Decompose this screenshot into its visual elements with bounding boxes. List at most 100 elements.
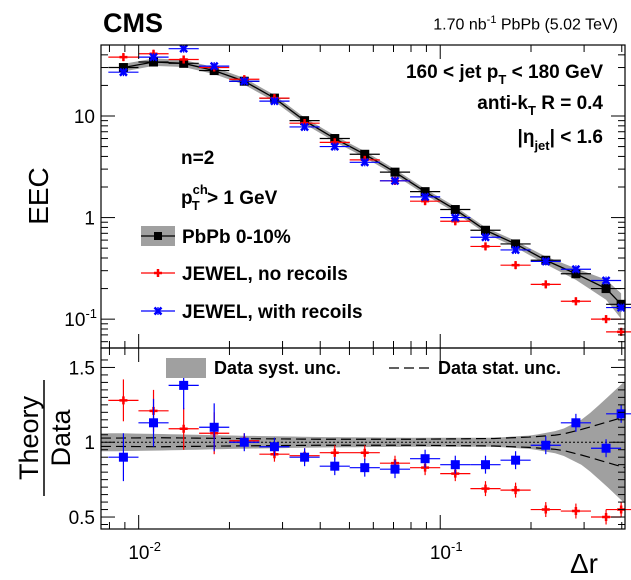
ratio-point-jewel-no-recoils-0 xyxy=(119,396,128,405)
top-plot-frame xyxy=(100,44,626,349)
top-point-pbpb-9 xyxy=(390,167,400,177)
bottom-bands xyxy=(101,380,625,504)
legend-no-recoils-marker xyxy=(154,269,162,277)
top-point-pbpb-11 xyxy=(450,205,460,215)
ratio-point-jewel-with-recoils-12 xyxy=(480,460,490,470)
top-point-jewel-with-recoils-4 xyxy=(239,76,249,86)
legend-with-recoils-label: JEWEL, with recoils xyxy=(182,302,363,323)
ratio-point-jewel-with-recoils-0 xyxy=(118,452,128,462)
legend-with-recoils-marker xyxy=(153,306,163,316)
ratio-y-title-denominator: Data xyxy=(46,409,76,467)
top-point-jewel-no-recoils-0 xyxy=(119,53,128,62)
stat-uncertainty-upper xyxy=(101,416,625,440)
y-tick-label-10: 10 xyxy=(74,107,95,128)
ratio-tick-label-1: 1 xyxy=(84,433,95,454)
ratio-point-jewel-no-recoils-15 xyxy=(571,507,580,516)
y-tick-label-1: 1 xyxy=(84,209,95,230)
top-point-jewel-with-recoils-12 xyxy=(481,232,490,242)
top-point-jewel-with-recoils-15 xyxy=(571,264,581,274)
top-point-pbpb-1 xyxy=(149,57,159,67)
top-y-tick-labels: 10-1 1 10 xyxy=(64,107,97,331)
top-point-jewel-no-recoils-15 xyxy=(571,297,580,306)
top-point-pbpb-15 xyxy=(571,269,581,279)
ratio-y-title-numerator: Theory xyxy=(14,395,44,480)
ratio-point-jewel-with-recoils-17 xyxy=(616,409,626,419)
ratio-point-jewel-no-recoils-8 xyxy=(360,448,369,457)
ratio-point-jewel-with-recoils-1 xyxy=(149,418,159,428)
top-data-band-group xyxy=(123,58,622,319)
lumi-prefix: 1.70 nb xyxy=(433,16,487,34)
x-axis-title: Δr xyxy=(570,548,598,579)
data-line xyxy=(123,61,622,305)
y-tick-label-0.1: 10-1 xyxy=(64,306,97,331)
ratio-point-jewel-no-recoils-2 xyxy=(179,424,188,433)
jet-pt-annotation: 160 < jet pT < 180 GeV xyxy=(406,62,603,87)
lumi-exponent: -1 xyxy=(486,14,497,26)
ratio-series-jewel-with-recoils xyxy=(108,361,631,482)
ratio-point-jewel-with-recoils-15 xyxy=(571,418,581,428)
legend-stat-label: Data stat. unc. xyxy=(438,358,561,378)
top-point-jewel-no-recoils-13 xyxy=(511,261,520,270)
top-point-jewel-no-recoils-12 xyxy=(481,242,490,251)
top-point-jewel-no-recoils-16 xyxy=(602,315,611,324)
ratio-point-jewel-with-recoils-16 xyxy=(601,443,611,453)
top-point-jewel-with-recoils-11 xyxy=(450,213,460,222)
top-point-jewel-with-recoils-7 xyxy=(330,142,340,151)
axis-ticks xyxy=(101,44,625,529)
ratio-tick-label-1.5: 1.5 xyxy=(69,358,95,379)
top-point-pbpb-8 xyxy=(360,149,370,159)
top-point-jewel-no-recoils-14 xyxy=(541,280,550,289)
legend-entry-pbpb: PbPb 0-10% xyxy=(141,226,291,248)
ratio-tick-label-0.5: 0.5 xyxy=(69,508,95,529)
legend-pbpb-marker xyxy=(154,232,162,240)
top-point-jewel-with-recoils-9 xyxy=(390,176,400,186)
ratio-point-jewel-no-recoils-7 xyxy=(330,448,339,457)
ratio-point-jewel-with-recoils-14 xyxy=(541,440,551,450)
top-point-jewel-no-recoils-2 xyxy=(179,55,188,64)
top-point-pbpb-10 xyxy=(420,187,430,197)
ratio-point-jewel-with-recoils-3 xyxy=(209,422,219,432)
top-y-axis-title: EEC xyxy=(23,167,54,225)
ratio-point-jewel-no-recoils-13 xyxy=(511,486,520,495)
ratio-point-jewel-no-recoils-12 xyxy=(481,484,490,493)
data-marks xyxy=(108,44,631,525)
track-pt-annotation: pch T > 1 GeV xyxy=(181,182,278,213)
top-point-jewel-with-recoils-2 xyxy=(179,44,189,54)
top-point-jewel-with-recoils-13 xyxy=(511,245,520,255)
top-point-jewel-with-recoils-16 xyxy=(601,276,611,285)
legend-entry-jewel-no-recoils: JEWEL, no recoils xyxy=(141,264,348,285)
top-point-jewel-with-recoils-14 xyxy=(541,257,551,266)
ratio-point-jewel-no-recoils-16 xyxy=(602,513,611,522)
legend-entry-jewel-with-recoils: JEWEL, with recoils xyxy=(141,302,363,323)
top-series-jewel-with-recoils xyxy=(108,44,631,312)
jet-algorithm-annotation: anti-kT R = 0.4 xyxy=(477,93,603,118)
jet-eta-annotation: |ηjet| < 1.6 xyxy=(518,127,603,153)
top-point-jewel-with-recoils-1 xyxy=(149,52,158,62)
top-point-jewel-with-recoils-3 xyxy=(209,61,219,71)
top-point-jewel-with-recoils-0 xyxy=(119,67,128,77)
x-tick-labels: 10-2 10-1 xyxy=(128,539,462,564)
top-point-pbpb-13 xyxy=(511,239,521,249)
selection-annotations: 160 < jet pT < 180 GeV anti-kT R = 0.4 |… xyxy=(406,62,603,153)
ratio-point-jewel-with-recoils-4 xyxy=(239,437,249,447)
top-point-jewel-with-recoils-8 xyxy=(360,157,370,167)
stat-uncertainty-lower xyxy=(101,444,625,469)
track-annotations: n=2 pch T > 1 GeV xyxy=(181,148,278,213)
ratio-point-jewel-no-recoils-14 xyxy=(541,505,550,514)
experiment-label: CMS xyxy=(103,8,163,38)
top-point-jewel-with-recoils-10 xyxy=(420,192,430,202)
ratio-point-jewel-with-recoils-7 xyxy=(330,461,340,471)
ratio-point-jewel-with-recoils-5 xyxy=(269,442,279,452)
top-point-pbpb-12 xyxy=(480,225,490,235)
top-point-jewel-with-recoils-6 xyxy=(300,122,309,132)
top-point-jewel-with-recoils-17 xyxy=(616,303,626,312)
x-tick-label-0.01: 10-2 xyxy=(128,539,161,564)
top-legend: PbPb 0-10% JEWEL, no recoils JEWEL, with… xyxy=(141,226,363,323)
bottom-plot-frame xyxy=(100,347,626,530)
ratio-point-jewel-with-recoils-2 xyxy=(179,380,189,390)
bottom-legend: Data syst. unc. Data stat. unc. xyxy=(166,358,561,378)
top-point-pbpb-16 xyxy=(601,284,611,294)
top-point-pbpb-0 xyxy=(118,63,128,73)
top-point-jewel-with-recoils-5 xyxy=(270,96,279,106)
